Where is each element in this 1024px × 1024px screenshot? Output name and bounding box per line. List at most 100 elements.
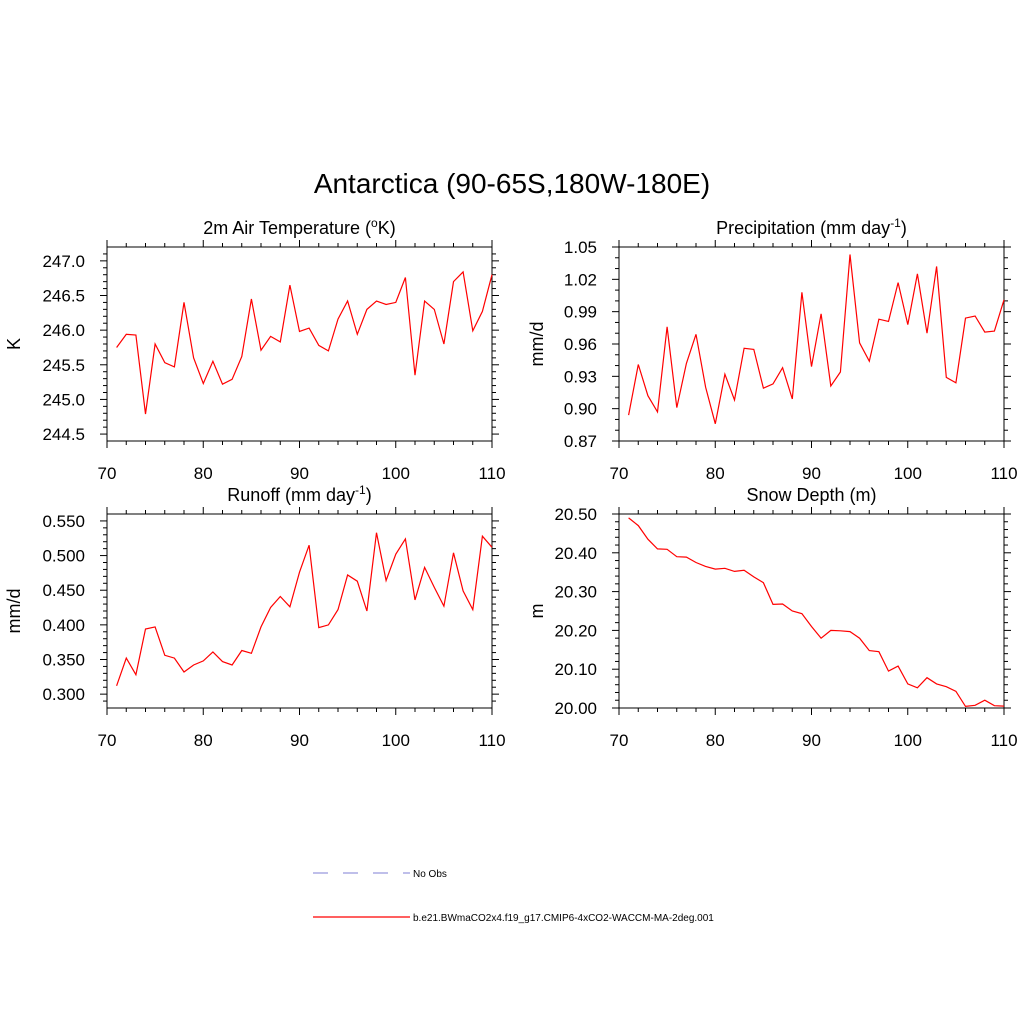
title-text: Snow Depth (m): [746, 485, 876, 505]
data-point: [994, 705, 995, 706]
data-point: [917, 273, 918, 274]
data-point: [337, 318, 338, 319]
data-point: [155, 626, 156, 627]
data-point: [116, 347, 117, 348]
data-point: [715, 423, 716, 424]
data-point: [830, 630, 831, 631]
data-point: [212, 361, 213, 362]
title-text: Precipitation (mm day: [716, 218, 890, 238]
y-tick-label: 246.0: [42, 321, 85, 340]
panel-title-temperature: 2m Air Temperature (oK): [203, 216, 395, 238]
data-point: [676, 407, 677, 408]
data-point: [443, 606, 444, 607]
data-point: [318, 627, 319, 628]
data-point: [309, 545, 310, 546]
data-point: [984, 332, 985, 333]
data-point: [463, 271, 464, 272]
data-point: [667, 326, 668, 327]
data-point: [695, 334, 696, 335]
data-points-snow-depth: [628, 517, 1005, 707]
data-point: [174, 658, 175, 659]
x-tick-label: 90: [290, 464, 309, 483]
data-point: [357, 581, 358, 582]
data-point: [366, 610, 367, 611]
data-point: [965, 706, 966, 707]
data-point: [482, 536, 483, 537]
data-point: [318, 345, 319, 346]
data-point: [482, 311, 483, 312]
data-point: [984, 700, 985, 701]
data-point: [1003, 705, 1004, 706]
data-point: [183, 302, 184, 303]
y-tick-label: 0.550: [42, 512, 85, 531]
y-tick-label: 0.400: [42, 616, 85, 635]
data-point: [193, 357, 194, 358]
title-end: K): [378, 218, 396, 238]
data-points-runoff: [116, 532, 493, 686]
data-point: [936, 266, 937, 267]
y-ticks-runoff: [100, 520, 499, 702]
data-point: [472, 609, 473, 610]
x-tick-label: 110: [478, 464, 505, 483]
x-ticks-temperature: [106, 240, 493, 448]
panel-precipitation: 70 80 90 100 110 0.87 0.90 0.93 0.96 0.99 1.02 1.05…: [527, 216, 1018, 483]
x-tick-label: 100: [894, 731, 922, 750]
data-point: [792, 610, 793, 611]
y-tick-label: 244.5: [42, 425, 85, 444]
data-point: [676, 556, 677, 557]
data-point: [840, 371, 841, 372]
data-point: [203, 660, 204, 661]
data-point: [309, 327, 310, 328]
data-point: [695, 562, 696, 563]
data-point: [917, 687, 918, 688]
data-point: [241, 356, 242, 357]
data-point: [821, 638, 822, 639]
data-point: [135, 334, 136, 335]
data-point: [472, 330, 473, 331]
x-tick-label: 80: [194, 464, 213, 483]
data-point: [463, 590, 464, 591]
data-point: [443, 343, 444, 344]
data-point: [946, 686, 947, 687]
data-point: [164, 655, 165, 656]
x-tick-label: 90: [290, 731, 309, 750]
data-point: [453, 281, 454, 282]
data-point: [667, 549, 668, 550]
data-point: [366, 309, 367, 310]
series-line-runoff: [116, 532, 493, 686]
plot-frame-precipitation: [618, 246, 1005, 442]
data-point: [724, 374, 725, 375]
data-point: [801, 613, 802, 614]
y-ticks-precipitation: [612, 246, 1011, 442]
data-point: [628, 517, 629, 518]
data-point: [811, 366, 812, 367]
plot-frame-runoff: [106, 513, 493, 709]
data-point: [705, 387, 706, 388]
legend: No Obs b.e21.BWmaCO2x4.f19_g17.CMIP6-4xC…: [313, 869, 714, 924]
data-points-temperature: [116, 271, 493, 414]
data-point: [647, 539, 648, 540]
data-point: [260, 350, 261, 351]
y-tick-label: 20.40: [554, 544, 597, 563]
data-point: [888, 321, 889, 322]
data-point: [376, 532, 377, 533]
data-point: [222, 661, 223, 662]
data-point: [203, 383, 204, 384]
data-point: [328, 624, 329, 625]
data-point: [270, 607, 271, 608]
x-tick-label: 70: [98, 464, 117, 483]
data-point: [174, 366, 175, 367]
data-point: [715, 568, 716, 569]
data-point: [878, 319, 879, 320]
x-tick-label: 70: [610, 464, 629, 483]
data-point: [126, 334, 127, 335]
series-line-snow-depth: [628, 517, 1005, 708]
data-point: [686, 556, 687, 557]
data-point: [453, 552, 454, 553]
panel-title-precipitation: Precipitation (mm day-1): [716, 216, 907, 238]
data-point: [849, 254, 850, 255]
data-point: [434, 587, 435, 588]
data-point: [386, 580, 387, 581]
data-point: [232, 379, 233, 380]
